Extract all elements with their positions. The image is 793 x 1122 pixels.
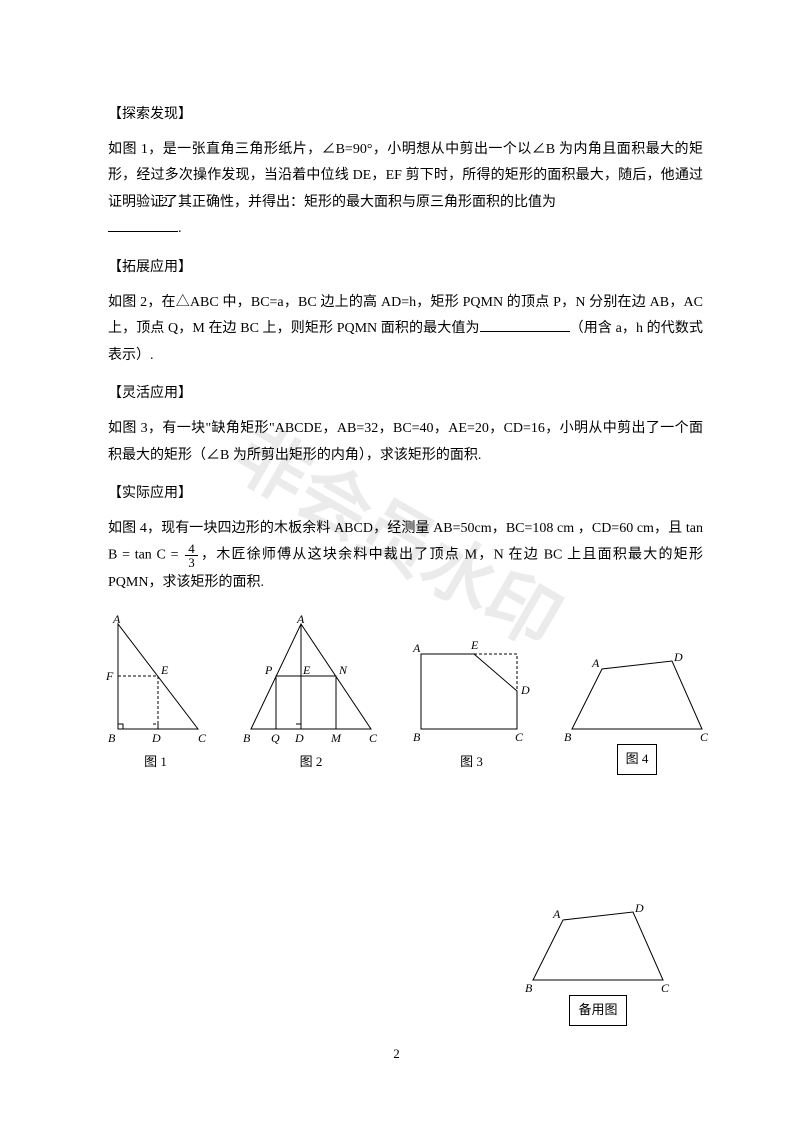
frac-denominator: 3 bbox=[185, 556, 198, 569]
figure-3-caption: 图 3 bbox=[409, 750, 534, 775]
problem-number: 2. bbox=[161, 190, 172, 217]
backup-caption: 备用图 bbox=[569, 995, 626, 1026]
fig2-label-C: C bbox=[369, 731, 378, 744]
backup-label-C: C bbox=[661, 981, 670, 995]
explore-paragraph: 如图 1，是一张直角三角形纸片，∠B=90°，小明想从中剪出一个以∠B 为内角且… bbox=[108, 137, 703, 243]
fig2-label-B: B bbox=[243, 731, 251, 744]
figure-1-caption: 图 1 bbox=[98, 750, 213, 775]
backup-label-D: D bbox=[634, 901, 644, 915]
backup-svg: A D B C bbox=[523, 900, 673, 995]
fig2-label-E: E bbox=[302, 663, 311, 677]
figure-2-caption: 图 2 bbox=[241, 750, 381, 775]
blank-1 bbox=[108, 218, 178, 232]
practical-paragraph: 如图 4，现有一块四边形的木板余料 ABCD，经测量 AB=50cm，BC=10… bbox=[108, 516, 703, 597]
fig1-label-B: B bbox=[108, 731, 116, 744]
backup-figure: A D B C 备用图 bbox=[523, 900, 673, 1026]
fig3-label-E: E bbox=[470, 638, 479, 652]
extend-paragraph: 如图 2，在△ABC 中，BC=a，BC 边上的高 AD=h，矩形 PQMN 的… bbox=[108, 290, 703, 370]
page-number: 2 bbox=[393, 1042, 400, 1067]
fig4-label-D: D bbox=[673, 650, 683, 664]
flexible-paragraph: 如图 3，有一块"缺角矩形"ABCDE，AB=32，BC=40，AE=20，CD… bbox=[108, 416, 703, 469]
fig3-label-A: A bbox=[412, 641, 421, 655]
fig1-label-D: D bbox=[151, 731, 161, 744]
fig3-label-C: C bbox=[515, 730, 524, 744]
fig2-label-P: P bbox=[264, 663, 273, 677]
explore-tail: . bbox=[178, 221, 182, 236]
fig4-label-B: B bbox=[564, 730, 572, 744]
frac-numerator: 4 bbox=[185, 542, 198, 556]
section-extend-title: 【拓展应用】 bbox=[108, 255, 703, 282]
fig1-label-E: E bbox=[160, 663, 169, 677]
fig1-label-C: C bbox=[198, 731, 207, 744]
fig1-label-F: F bbox=[105, 669, 114, 683]
fig4-label-C: C bbox=[700, 730, 709, 744]
fig2-label-Q: Q bbox=[271, 731, 280, 744]
blank-2 bbox=[480, 318, 570, 332]
practical-pre: 如图 4，现有一块四边形的木板余料 ABCD，经测量 AB=50cm，BC=10… bbox=[108, 521, 686, 536]
figure-4-caption: 图 4 bbox=[617, 744, 658, 775]
figure-3-svg: A E D B C bbox=[409, 634, 534, 744]
figure-1: A F E B D C 图 1 bbox=[98, 614, 213, 775]
figure-4-svg: A D B C bbox=[562, 649, 712, 744]
figure-1-svg: A F E B D C bbox=[98, 614, 213, 744]
fig3-label-B: B bbox=[413, 730, 421, 744]
figure-2-svg: A P E N B Q D M C bbox=[241, 614, 381, 744]
fraction-4-3: 43 bbox=[185, 542, 198, 569]
fig2-label-A: A bbox=[296, 614, 305, 626]
section-explore-title: 【探索发现】 bbox=[108, 102, 703, 129]
fig3-label-D: D bbox=[520, 683, 530, 697]
backup-label-B: B bbox=[525, 981, 533, 995]
figure-4: A D B C 图 4 bbox=[562, 649, 712, 775]
figures-row: A F E B D C 图 1 A bbox=[98, 614, 703, 775]
fig2-label-M: M bbox=[330, 731, 342, 744]
section-practical-title: 【实际应用】 bbox=[108, 481, 703, 508]
figure-3: A E D B C 图 3 bbox=[409, 634, 534, 775]
fig4-label-A: A bbox=[591, 656, 600, 670]
fig2-label-N: N bbox=[338, 663, 348, 677]
explore-text: 如图 1，是一张直角三角形纸片，∠B=90°，小明想从中剪出一个以∠B 为内角且… bbox=[108, 142, 703, 210]
section-flexible-title: 【灵活应用】 bbox=[108, 381, 703, 408]
fig2-label-D: D bbox=[294, 731, 304, 744]
backup-label-A: A bbox=[552, 907, 561, 921]
fig1-label-A: A bbox=[112, 614, 121, 626]
figure-2: A P E N B Q D M C 图 2 bbox=[241, 614, 381, 775]
